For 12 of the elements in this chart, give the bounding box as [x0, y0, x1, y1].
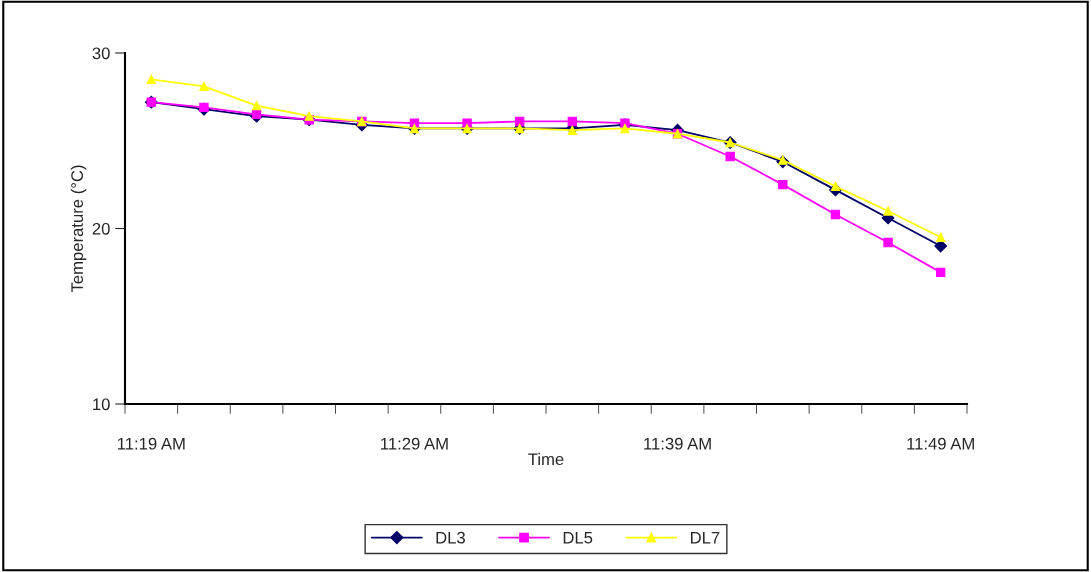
legend-label: DL3 — [436, 531, 465, 544]
x-tick-label: 11:49 AM — [907, 437, 974, 450]
y-tick-label: 30 — [92, 47, 110, 60]
legend-label: DL7 — [690, 531, 720, 544]
legend-label: DL5 — [563, 531, 593, 544]
y-tick-label: 20 — [92, 222, 110, 235]
x-tick-label: 11:39 AM — [644, 437, 711, 450]
x-tick-label: 11:29 AM — [381, 437, 448, 450]
y-tick-label: 10 — [93, 398, 110, 411]
x-axis-title: Time — [528, 452, 564, 466]
x-tick-label: 11:19 AM — [117, 437, 185, 450]
y-axis-title: Temperature (°C) — [70, 165, 87, 293]
